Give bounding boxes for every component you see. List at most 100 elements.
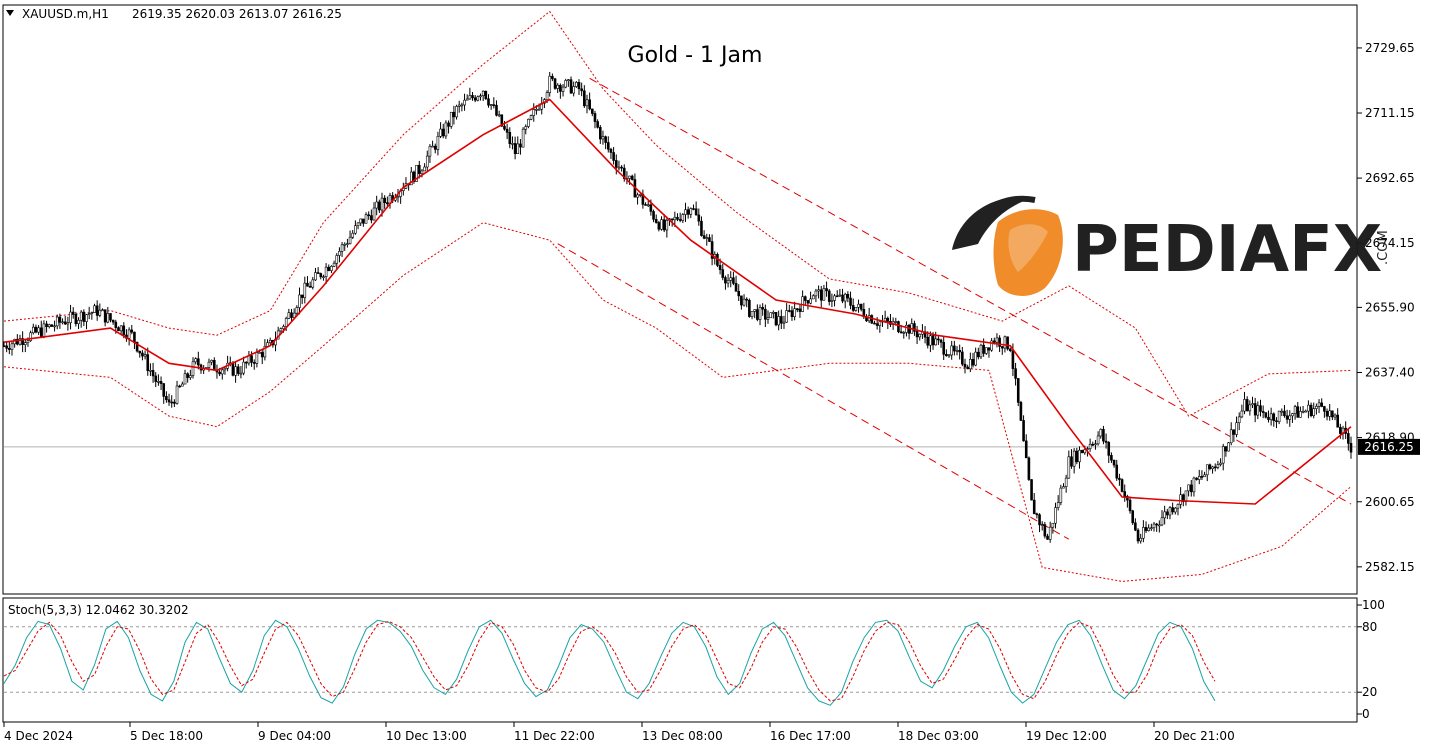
candle-body bbox=[734, 283, 738, 292]
candle-body bbox=[636, 194, 639, 198]
candle-body bbox=[806, 300, 810, 304]
candle-body bbox=[798, 308, 802, 312]
time-tick-label: 9 Dec 04:00 bbox=[258, 729, 331, 743]
candle-body bbox=[601, 136, 605, 140]
candle-body bbox=[772, 312, 775, 314]
candle-body bbox=[441, 128, 445, 137]
candle-body bbox=[1136, 529, 1140, 542]
candle-body bbox=[830, 300, 834, 302]
candle-body bbox=[857, 303, 860, 308]
candle-body bbox=[1011, 350, 1015, 369]
price-tick-label: 2600.65 bbox=[1365, 495, 1415, 509]
candle-body bbox=[795, 308, 799, 311]
candle-body bbox=[207, 361, 211, 368]
candle-body bbox=[431, 145, 434, 148]
candle-body bbox=[380, 197, 384, 211]
candle-body bbox=[1174, 507, 1177, 513]
candle-body bbox=[74, 314, 78, 325]
price-axis: 2729.65 2711.15 2692.65 2674.15 2655.90 2637.… bbox=[4, 41, 1415, 574]
candle-body bbox=[503, 125, 506, 130]
candle-body bbox=[457, 104, 461, 107]
candle-body bbox=[1099, 429, 1103, 437]
candle-body bbox=[902, 332, 906, 334]
candle-body bbox=[1118, 477, 1121, 480]
candle-body bbox=[1320, 402, 1324, 407]
candle-body bbox=[835, 295, 839, 298]
candle-body bbox=[700, 220, 703, 236]
candle-body bbox=[1251, 403, 1254, 406]
candle-body bbox=[822, 288, 826, 301]
candle-body bbox=[1024, 440, 1028, 459]
candle-body bbox=[977, 351, 980, 358]
candle-body bbox=[436, 135, 440, 150]
candle-body bbox=[984, 347, 988, 354]
candle-body bbox=[18, 338, 22, 345]
candle-body bbox=[8, 347, 11, 350]
time-tick-label: 5 Dec 18:00 bbox=[130, 729, 203, 743]
candle-body bbox=[1150, 527, 1153, 530]
candle-body bbox=[1139, 537, 1142, 542]
candle-body bbox=[1144, 527, 1148, 531]
time-tick-label: 10 Dec 13:00 bbox=[386, 729, 467, 743]
candle-body bbox=[330, 266, 333, 271]
candle-body bbox=[412, 171, 416, 182]
candle-body bbox=[817, 289, 820, 292]
trend-channel bbox=[557, 77, 1352, 540]
candle-body bbox=[1107, 442, 1111, 456]
candle-body bbox=[348, 236, 352, 244]
candle-body bbox=[178, 385, 181, 388]
candle-body bbox=[583, 90, 586, 107]
candle-body bbox=[905, 324, 908, 333]
candle-body bbox=[85, 314, 88, 322]
candle-body bbox=[505, 128, 509, 133]
time-tick-label: 16 Dec 17:00 bbox=[770, 729, 851, 743]
candle-body bbox=[303, 282, 307, 298]
candle-body bbox=[1283, 410, 1286, 417]
candle-body bbox=[1328, 410, 1332, 417]
candle-body bbox=[529, 115, 533, 120]
channel-upper-line bbox=[589, 77, 1352, 505]
candle-body bbox=[569, 79, 573, 94]
logo-swoosh-icon bbox=[952, 196, 1032, 250]
candle-body bbox=[1315, 406, 1318, 409]
candle-body bbox=[614, 160, 618, 168]
candle-body bbox=[1104, 440, 1108, 443]
candle-body bbox=[745, 298, 749, 301]
candle-body bbox=[29, 332, 32, 341]
candle-body bbox=[1038, 514, 1041, 526]
candle-body bbox=[721, 269, 725, 278]
candle-body bbox=[1296, 406, 1300, 418]
candle-body bbox=[197, 358, 200, 366]
candle-body bbox=[114, 321, 118, 328]
candle-body bbox=[10, 343, 14, 350]
candle-body bbox=[69, 311, 72, 324]
candle-body bbox=[58, 316, 62, 323]
candle-body bbox=[95, 305, 99, 316]
candle-body bbox=[1043, 524, 1047, 537]
candle-body bbox=[63, 321, 67, 325]
candle-body bbox=[1221, 446, 1225, 464]
candle-body bbox=[218, 371, 221, 375]
brand-suffix: .COM bbox=[1376, 230, 1391, 265]
candle-body bbox=[500, 114, 504, 127]
candle-body bbox=[697, 214, 701, 222]
candle-body bbox=[527, 118, 530, 127]
candle-body bbox=[213, 360, 216, 371]
candle-body bbox=[1115, 464, 1119, 479]
candle-body bbox=[300, 294, 304, 298]
stoch-panel-frame bbox=[2, 597, 1358, 723]
candle-body bbox=[106, 313, 110, 323]
dropdown-triangle-icon[interactable] bbox=[6, 10, 14, 16]
candle-body bbox=[423, 166, 426, 172]
price-tick-label: 2729.65 bbox=[1365, 41, 1415, 55]
candle-body bbox=[604, 136, 607, 143]
candle-body bbox=[332, 262, 336, 267]
candle-body bbox=[181, 383, 184, 387]
candle-body bbox=[284, 318, 288, 327]
chart-title: Gold - 1 Jam bbox=[628, 43, 763, 68]
candle-body bbox=[657, 222, 661, 230]
candle-body bbox=[854, 306, 858, 311]
candle-body bbox=[673, 216, 677, 221]
candle-body bbox=[1059, 487, 1063, 503]
time-tick-label: 19 Dec 12:00 bbox=[1026, 729, 1107, 743]
